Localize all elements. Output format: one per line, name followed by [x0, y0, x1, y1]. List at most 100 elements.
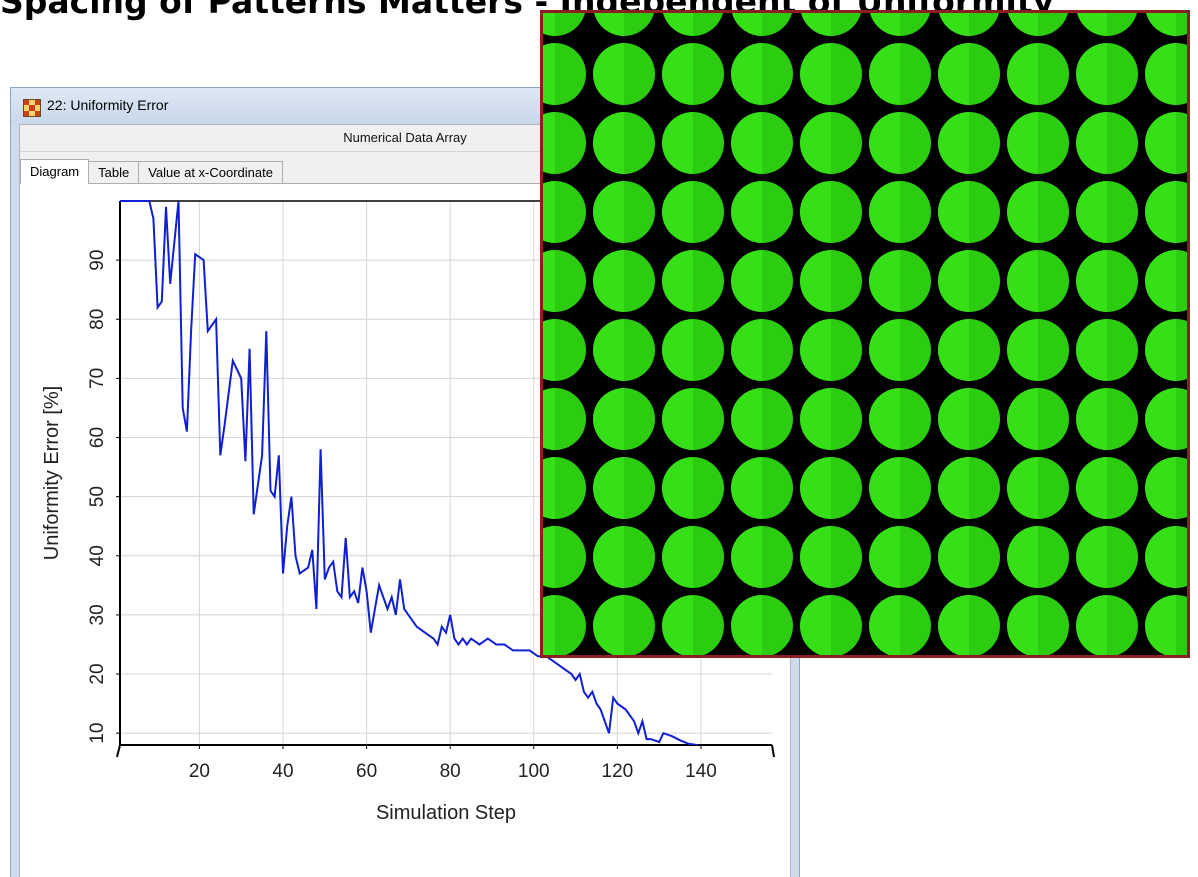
x-axis-label: Simulation Step	[376, 802, 516, 824]
green-dot-highlight	[1007, 595, 1038, 655]
green-dot-highlight	[1007, 250, 1038, 312]
green-dot-highlight	[662, 457, 693, 519]
green-dot-highlight	[1076, 112, 1107, 174]
x-tick-label: 120	[602, 761, 634, 782]
green-dot-highlight	[1076, 319, 1107, 381]
green-dot-highlight	[800, 181, 831, 243]
x-axis-start-marker	[116, 744, 121, 758]
y-tick-label: 90	[87, 250, 108, 271]
green-dot-highlight	[593, 526, 624, 588]
uniformity-error-window: 22: Uniformity Error Numerical Data Arra…	[10, 87, 800, 877]
green-dot-highlight	[1007, 112, 1038, 174]
green-dot-highlight	[869, 457, 900, 519]
green-dot-highlight	[800, 526, 831, 588]
green-dot-highlight	[1076, 457, 1107, 519]
green-dot-highlight	[800, 457, 831, 519]
green-dot-highlight	[938, 112, 969, 174]
green-dot-highlight	[593, 319, 624, 381]
green-dot-highlight	[869, 112, 900, 174]
green-dot-highlight	[1145, 43, 1176, 105]
tab-value-at-x-coordinate[interactable]: Value at x-Coordinate	[138, 161, 283, 184]
x-tick-label: 60	[356, 761, 377, 782]
y-tick-label: 20	[87, 663, 108, 684]
green-dot-highlight	[1145, 181, 1176, 243]
green-dot-highlight	[1007, 319, 1038, 381]
checker-app-icon	[23, 99, 41, 117]
green-dot-highlight	[593, 250, 624, 312]
green-dot-highlight	[800, 43, 831, 105]
green-dot-highlight	[800, 595, 831, 655]
green-dot-highlight	[593, 388, 624, 450]
green-dot-highlight	[543, 319, 555, 381]
green-dot-highlight	[731, 526, 762, 588]
green-dot-highlight	[1146, 13, 1176, 36]
green-dot-highlight	[731, 250, 762, 312]
green-dot-highlight	[543, 112, 555, 174]
green-dot-highlight	[1076, 595, 1107, 655]
x-tick-label: 40	[272, 761, 293, 782]
green-dot-highlight	[662, 181, 693, 243]
green-dot-highlight	[543, 13, 555, 36]
green-dot-highlight	[869, 388, 900, 450]
y-tick-label: 10	[87, 723, 108, 744]
x-tick-label: 140	[685, 761, 717, 782]
green-dot-highlight	[1145, 457, 1176, 519]
green-dot-highlight	[1007, 388, 1038, 450]
green-dot-highlight	[593, 181, 624, 243]
x-tick-label: 80	[440, 761, 461, 782]
green-dot-highlight	[662, 112, 693, 174]
green-dot-highlight	[1145, 388, 1176, 450]
green-dot-highlight	[869, 43, 900, 105]
green-dot-highlight	[593, 112, 624, 174]
y-tick-label: 40	[87, 545, 108, 566]
green-dot-highlight	[938, 43, 969, 105]
green-dot-highlight	[1145, 595, 1176, 655]
green-dot-highlight	[543, 388, 555, 450]
tab-diagram[interactable]: Diagram	[20, 159, 90, 184]
green-dot-highlight	[938, 526, 969, 588]
zoomed-pattern-image	[540, 10, 1190, 658]
green-dot-highlight	[1007, 457, 1038, 519]
green-dot-highlight	[593, 595, 624, 655]
green-dot-highlight	[662, 250, 693, 312]
y-tick-label: 70	[87, 368, 108, 389]
green-dot-highlight	[800, 388, 831, 450]
green-dot-highlight	[1145, 526, 1176, 588]
y-tick-label: 80	[87, 309, 108, 330]
green-dot-highlight	[662, 388, 693, 450]
green-dot-highlight	[662, 319, 693, 381]
green-dot-highlight	[1145, 112, 1176, 174]
window-client-area: Numerical Data Array Diagram Table Value…	[19, 124, 791, 877]
green-dot-highlight	[543, 457, 555, 519]
green-dot-highlight	[731, 457, 762, 519]
green-dot-highlight	[1007, 526, 1038, 588]
green-dot-highlight	[731, 112, 762, 174]
green-dot-highlight	[869, 526, 900, 588]
green-dot-highlight	[662, 595, 693, 655]
green-dot-highlight	[870, 13, 900, 36]
green-dot-highlight	[731, 43, 762, 105]
green-dot-highlight	[938, 250, 969, 312]
green-dot-highlight	[543, 250, 555, 312]
green-dot-highlight	[1007, 43, 1038, 105]
green-dot-highlight	[1076, 526, 1107, 588]
green-dot-highlight	[938, 457, 969, 519]
green-dot-highlight	[939, 13, 969, 36]
green-dot-highlight	[869, 319, 900, 381]
green-dot-highlight	[731, 319, 762, 381]
green-dot-highlight	[869, 595, 900, 655]
green-dot-highlight	[732, 13, 762, 36]
green-dot-highlight	[869, 250, 900, 312]
green-dot-pattern	[543, 13, 1187, 655]
green-dot-highlight	[938, 388, 969, 450]
green-dot-highlight	[543, 526, 555, 588]
green-dot-highlight	[1076, 388, 1107, 450]
green-dot-highlight	[543, 595, 555, 655]
tab-table[interactable]: Table	[88, 161, 140, 184]
green-dot-highlight	[593, 457, 624, 519]
uniformity-error-series-line	[120, 200, 700, 745]
green-dot-highlight	[800, 112, 831, 174]
y-tick-label: 30	[87, 604, 108, 625]
green-dot-highlight	[1008, 13, 1038, 36]
view-tabs: Diagram Table Value at x-Coordinate	[20, 159, 283, 184]
